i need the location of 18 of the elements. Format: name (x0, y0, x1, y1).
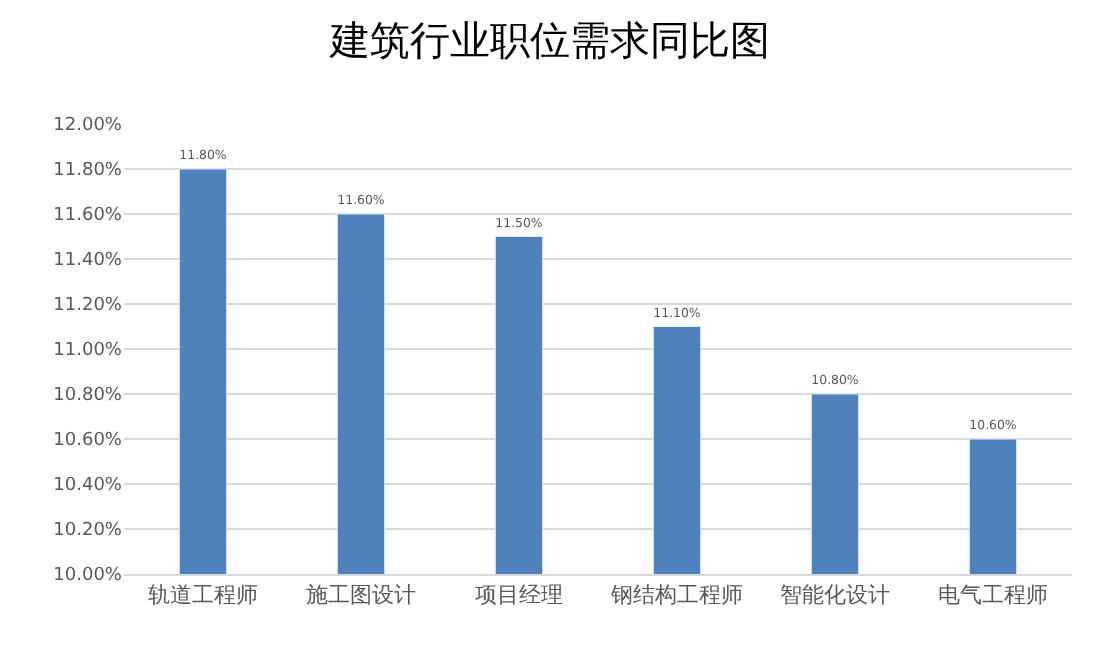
x-tick-label: 施工图设计 (306, 582, 416, 609)
y-tick-label: 11.00% (53, 341, 123, 362)
x-tick-label: 项目经理 (475, 582, 563, 609)
x-tick-label: 电气工程师 (938, 582, 1048, 609)
y-tick-label: 10.40% (53, 476, 123, 497)
y-tick-label: 11.80% (53, 161, 123, 182)
x-tick-label: 轨道工程师 (148, 582, 258, 609)
y-tick-label: 10.80% (53, 386, 123, 407)
y-tick-label: 11.20% (53, 296, 123, 317)
x-tick-label: 智能化设计 (780, 582, 890, 609)
y-tick-label: 10.20% (53, 521, 123, 542)
y-tick-label: 12.00% (53, 116, 123, 137)
y-tick-label: 11.60% (53, 206, 123, 227)
chart-title: 建筑行业职位需求同比图 (328, 16, 770, 64)
y-tick-label: 11.40% (53, 251, 123, 272)
y-tick-label: 10.00% (53, 566, 123, 587)
x-tick-label: 钢结构工程师 (609, 582, 743, 609)
y-tick-label: 10.60% (53, 431, 123, 452)
